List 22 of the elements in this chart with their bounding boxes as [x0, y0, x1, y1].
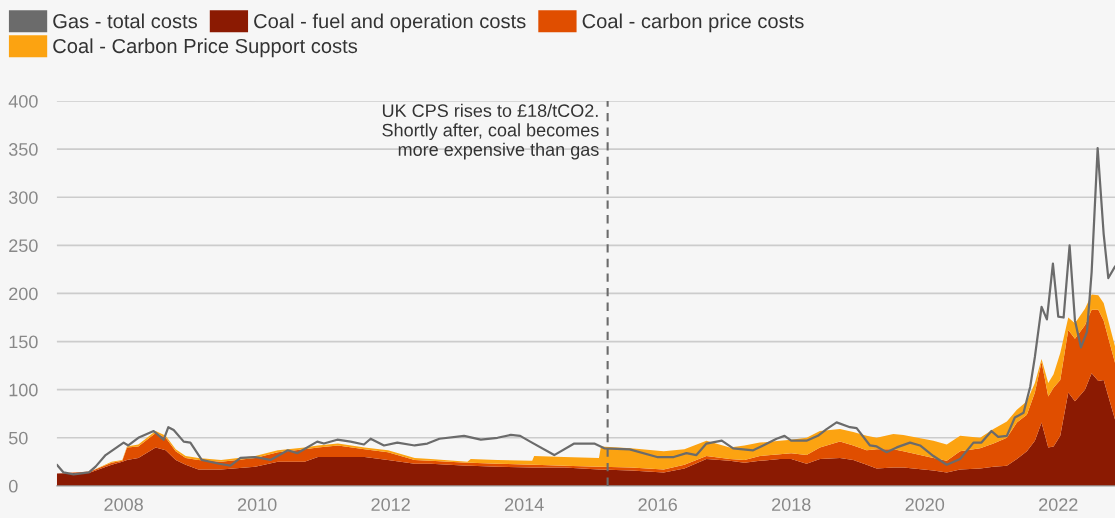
y-tick-label: 250	[9, 239, 38, 253]
y-tick-label: 50	[8, 431, 28, 445]
x-tick-label: 2018	[772, 498, 811, 511]
y-tick-label: 100	[9, 383, 38, 397]
x-tick-label: 2020	[905, 498, 945, 511]
y-tick-label: 150	[9, 335, 38, 349]
x-tick-label: 2010	[237, 498, 277, 511]
x-tick-label: 2016	[638, 498, 677, 511]
y-tick-label: 200	[9, 287, 38, 301]
y-tick-label: 350	[8, 143, 38, 156]
legend-label: Coal - fuel and operation costs	[254, 13, 526, 33]
x-tick-label: 2022	[1039, 498, 1078, 511]
y-tick-label: 0	[8, 479, 18, 493]
x-tick-label: 2012	[371, 498, 410, 511]
y-tick-label: 400	[8, 94, 38, 108]
legend-label: Gas - total costs	[53, 13, 197, 29]
legend-label: Coal - carbon price costs	[582, 13, 804, 33]
x-tick-label: 2014	[505, 498, 544, 511]
ref-line-label: UK CPS rises to £18/tCO2. Shortly after, coal becomes more expensive than gas	[382, 103, 599, 160]
legend-label: Coal - Carbon Price Support costs	[53, 38, 358, 58]
x-tick-label: 2008	[104, 498, 143, 511]
y-tick-label: 300	[8, 191, 38, 204]
